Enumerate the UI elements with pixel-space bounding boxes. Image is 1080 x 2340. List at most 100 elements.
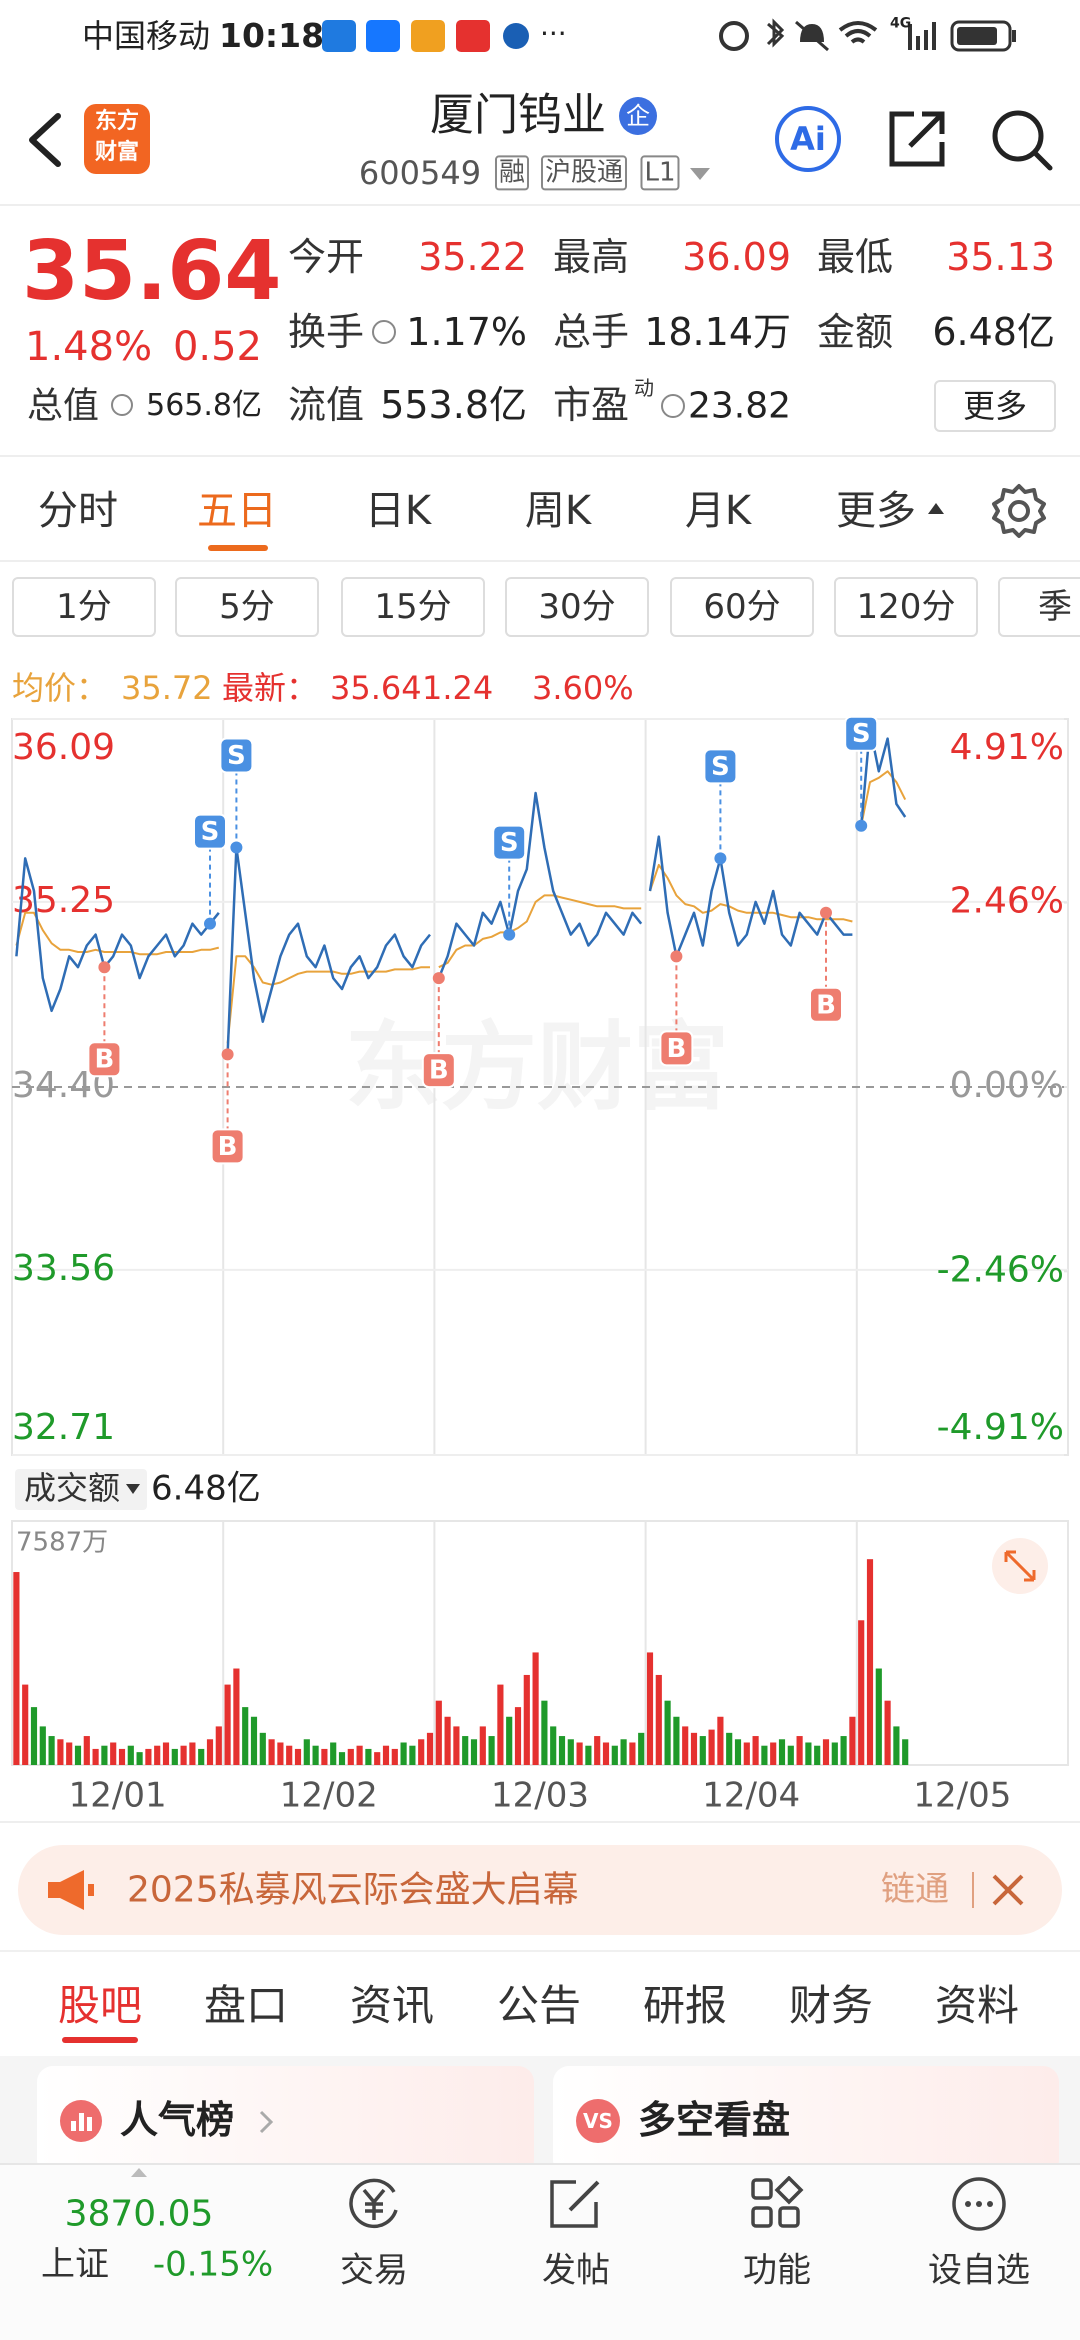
y2-tick-label: 0.00% <box>950 1065 1064 1106</box>
volume-bar <box>110 1742 117 1765</box>
interval-button[interactable]: 1分 <box>12 577 156 637</box>
card-title: 人气榜 <box>120 2098 235 2143</box>
section-tab-active[interactable]: 股吧 <box>57 1980 143 2030</box>
avg-line <box>649 863 853 923</box>
volume-bar <box>664 1700 671 1765</box>
marker-label: B <box>94 1045 114 1075</box>
dropdown-arrow <box>126 1484 140 1494</box>
banner[interactable] <box>18 1845 1062 1935</box>
interval-button[interactable]: 5分 <box>175 577 319 637</box>
search-button[interactable] <box>988 106 1058 176</box>
period-tab[interactable]: 月K <box>684 488 752 534</box>
interval-button[interactable]: 120分 <box>834 577 978 637</box>
volume-bar <box>250 1716 258 1765</box>
period-tab[interactable]: 日K <box>364 488 432 534</box>
volume-bar <box>655 1674 662 1765</box>
volume-bar <box>470 1739 478 1765</box>
nav-label[interactable]: 功能 <box>743 2250 811 2291</box>
x-tick-label: 12/02 <box>280 1776 378 1816</box>
volume-bar <box>435 1700 442 1765</box>
watchlist-icon[interactable] <box>949 2176 1009 2232</box>
volume-label: 成交额 <box>24 1469 120 1507</box>
post-icon[interactable] <box>546 2176 606 2232</box>
last-price: 35.64 <box>22 223 282 319</box>
volume-bar <box>48 1736 55 1765</box>
volume-bar <box>57 1739 64 1765</box>
volume-bar <box>127 1745 134 1765</box>
period-tab[interactable]: 分时 <box>38 488 118 534</box>
index-name[interactable]: 上证 <box>41 2244 109 2285</box>
up-arrow[interactable] <box>129 2166 149 2178</box>
interval-button[interactable]: 季 <box>998 577 1080 637</box>
marker-dot <box>714 852 727 865</box>
nav-label[interactable]: 设自选 <box>928 2250 1030 2291</box>
marker-badge <box>219 737 254 774</box>
banner-link[interactable]: 链通 <box>881 1869 949 1910</box>
volume-bar <box>277 1742 284 1765</box>
interval-button[interactable]: 30分 <box>505 577 649 637</box>
index-value[interactable]: 3870.05 <box>64 2193 214 2235</box>
share-button[interactable] <box>884 106 950 172</box>
app-logo[interactable] <box>84 104 150 174</box>
section-tab[interactable]: 盘口 <box>203 1980 289 2030</box>
volume-bar <box>822 1739 830 1765</box>
section-tab[interactable]: 研报 <box>642 1980 728 2030</box>
period-tab-active[interactable]: 五日 <box>197 488 277 534</box>
card[interactable] <box>37 2066 534 2176</box>
volume-bar <box>242 1707 249 1765</box>
info-icon[interactable] <box>111 394 133 416</box>
volume-bar <box>875 1668 882 1765</box>
index-change[interactable]: -0.15% <box>152 2244 274 2285</box>
volume-bar <box>638 1732 645 1765</box>
marker-label: B <box>429 1056 449 1086</box>
section-tab[interactable]: 财务 <box>788 1980 874 2030</box>
volume-bar <box>488 1736 495 1765</box>
volume-bar <box>374 1752 381 1765</box>
volume-bar <box>796 1736 803 1765</box>
divider <box>0 1950 1080 1952</box>
function-icon[interactable] <box>747 2176 807 2232</box>
marker-dot <box>432 972 445 985</box>
card[interactable] <box>553 2066 1059 2176</box>
volume-bar <box>708 1729 715 1765</box>
section-tab[interactable]: 公告 <box>496 1980 582 2030</box>
marker-badge <box>492 824 527 861</box>
dropdown-arrow[interactable] <box>688 164 712 184</box>
interval-button[interactable]: 15分 <box>341 577 485 637</box>
banner-text[interactable]: 2025私募风云际会盛大启幕 <box>127 1869 579 1911</box>
price-line <box>648 835 853 958</box>
period-tab[interactable]: 周K <box>524 488 592 534</box>
nav-label[interactable]: 发帖 <box>542 2250 610 2291</box>
volume-bar <box>444 1716 451 1765</box>
info-icon[interactable] <box>661 394 685 418</box>
field-label: 总手 <box>553 310 630 355</box>
marker-badge <box>87 1041 122 1078</box>
volume-bar <box>690 1732 698 1765</box>
bottom-nav <box>0 2163 1080 2340</box>
volume-bar <box>400 1742 407 1765</box>
interval-button[interactable]: 60分 <box>670 577 814 637</box>
nav-label[interactable]: 交易 <box>340 2250 408 2291</box>
info-icon[interactable] <box>372 320 396 344</box>
rank-icon <box>60 2100 102 2142</box>
close-button[interactable] <box>990 1872 1026 1908</box>
volume-bar <box>550 1726 557 1765</box>
volume-bar <box>145 1748 152 1765</box>
ai-button[interactable]: Ai <box>775 106 841 172</box>
marker-dot <box>670 950 683 963</box>
volume-bar <box>611 1745 618 1765</box>
section-tab[interactable]: 资讯 <box>349 1980 435 2030</box>
section-tab[interactable]: 资料 <box>934 1980 1020 2030</box>
more-button[interactable]: 更多 <box>934 380 1056 432</box>
period-tab[interactable]: 更多 <box>836 488 916 534</box>
volume-bar <box>541 1700 548 1765</box>
trade-icon[interactable] <box>344 2176 404 2232</box>
last-price: 35.64 <box>330 668 422 707</box>
volume-bar <box>330 1742 337 1765</box>
avg-line <box>15 911 220 956</box>
status-system-icons <box>719 18 1016 52</box>
volume-bar <box>347 1748 354 1765</box>
settings-button[interactable] <box>990 482 1048 540</box>
back-button[interactable] <box>20 110 70 170</box>
divider <box>0 204 1080 206</box>
